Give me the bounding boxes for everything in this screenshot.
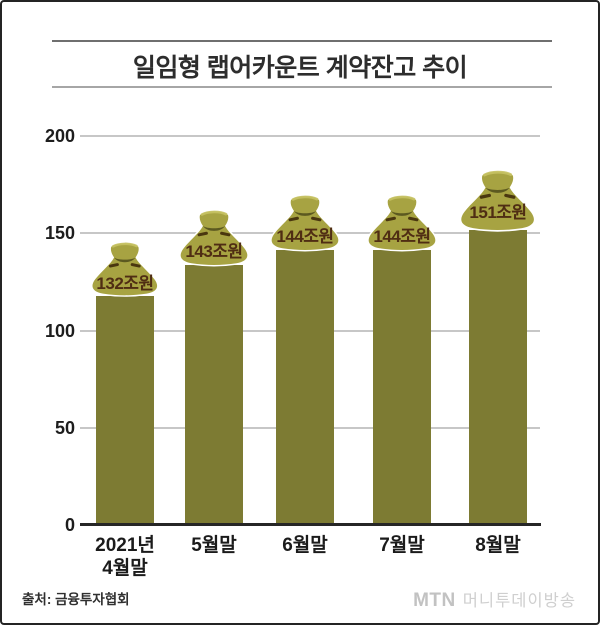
- bar: [185, 265, 243, 525]
- bar-value-label: 132조원: [96, 274, 154, 294]
- bar-group: 143조원 5월말: [174, 2, 254, 623]
- bar-group: 132조원 2021년 4월말: [85, 2, 165, 623]
- y-axis-label: 150: [44, 223, 75, 244]
- mtn-logo: MTN 머니투데이방송: [413, 587, 576, 612]
- title-rule-top: [52, 40, 552, 42]
- bar: [276, 250, 334, 525]
- x-axis-label: 5월말: [191, 535, 237, 556]
- money-bag-icon: [460, 169, 536, 232]
- bar-group: 151조원 8월말: [458, 2, 538, 623]
- source-label: 출처: 금융투자협회: [22, 592, 130, 607]
- gridline: [80, 135, 540, 137]
- x-axis-label: 7월말: [379, 535, 425, 556]
- bar-value-label: 143조원: [185, 242, 243, 261]
- y-axis-label: 100: [44, 320, 75, 341]
- y-axis-label: 0: [64, 515, 75, 535]
- bar-group: 144조원 6월말: [265, 2, 345, 623]
- bar: [469, 230, 527, 525]
- money-bag-icon: [367, 194, 437, 252]
- bar-value-label: 144조원: [276, 227, 334, 246]
- x-axis-label: 6월말: [282, 535, 328, 556]
- x-axis-line: [80, 523, 541, 526]
- x-axis-label: 8월말: [475, 535, 521, 556]
- bar: [96, 296, 154, 525]
- bar-group: 144조원 7월말: [362, 2, 442, 623]
- chart-title: 일임형 랩어카운트 계약잔고 추이: [132, 54, 468, 82]
- bar: [373, 250, 431, 525]
- x-axis-label: 2021년 4월말: [95, 535, 155, 580]
- mtn-logo-name: 머니투데이방송: [462, 592, 576, 610]
- bar-value-label: 151조원: [469, 202, 527, 222]
- mtn-logo-mark: MTN: [413, 590, 456, 611]
- money-bag-icon: [91, 242, 159, 297]
- bar-value-label: 144조원: [373, 227, 431, 246]
- title-rule-bottom: [52, 86, 552, 88]
- y-axis-label: 50: [54, 417, 75, 438]
- y-axis-label: 200: [44, 126, 75, 146]
- money-bag-icon: [179, 209, 249, 267]
- money-bag-icon: [270, 194, 340, 252]
